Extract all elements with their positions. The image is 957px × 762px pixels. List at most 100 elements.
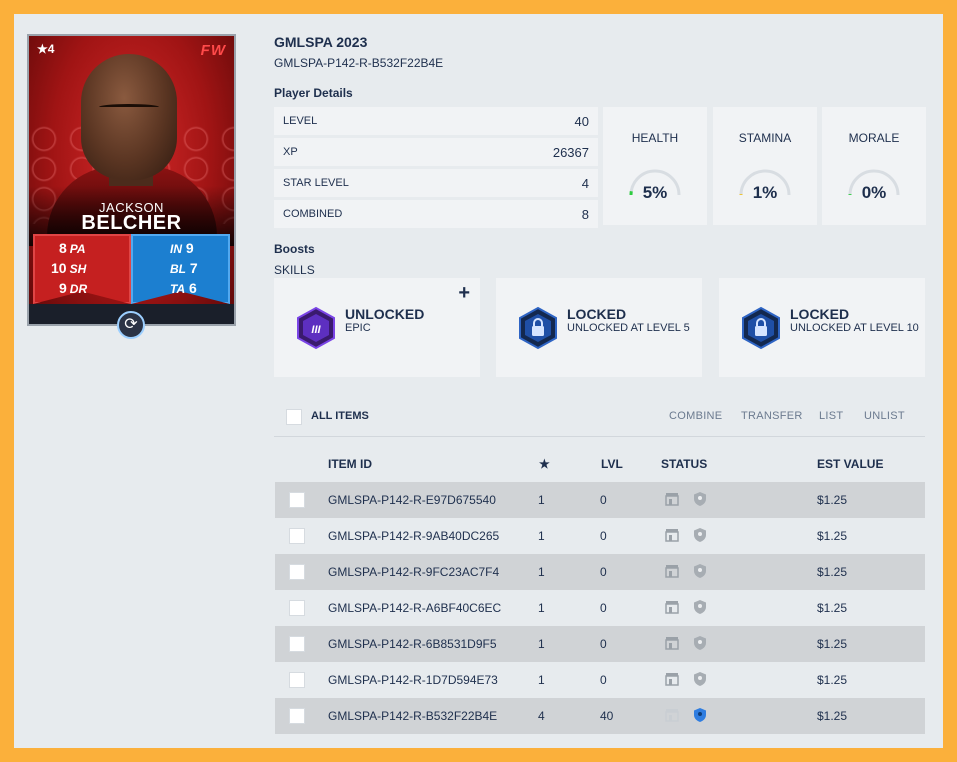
shield-icon xyxy=(694,708,706,722)
row-checkbox[interactable] xyxy=(289,636,305,652)
row-item-id[interactable]: GMLSPA-P142-R-A6BF40C6EC xyxy=(328,601,502,615)
list-button[interactable]: LIST xyxy=(819,410,844,422)
row-checkbox[interactable] xyxy=(289,600,305,616)
row-checkbox[interactable] xyxy=(289,492,305,508)
row-est-value: $1.25 xyxy=(817,637,848,651)
combine-button[interactable]: COMBINE xyxy=(669,410,723,422)
table-row[interactable]: GMLSPA-P142-R-9FC23AC7F4 1 0 $1.25 xyxy=(275,554,925,590)
stat-label: PA xyxy=(69,242,86,256)
row-checkbox[interactable] xyxy=(289,672,305,688)
gauge-value: 5% xyxy=(642,183,668,202)
gauge-arc xyxy=(848,169,900,196)
stat-value: 8 xyxy=(59,240,67,256)
storefront-icon xyxy=(665,709,679,722)
detail-key: COMBINED xyxy=(283,208,343,220)
table-row[interactable]: GMLSPA-P142-R-1D7D594E73 1 0 $1.25 xyxy=(275,662,925,698)
plus-icon[interactable]: + xyxy=(458,282,470,304)
row-lvl: 0 xyxy=(600,529,607,543)
skill-slot-1[interactable]: III UNLOCKED EPIC + xyxy=(274,278,480,377)
row-checkbox[interactable] xyxy=(289,528,305,544)
page-title: GMLSPA 2023 xyxy=(274,34,368,50)
refresh-icon[interactable]: ⟳ xyxy=(117,311,145,339)
row-est-value: $1.25 xyxy=(817,493,848,507)
row-star: 1 xyxy=(538,673,545,687)
storefront-icon xyxy=(665,637,679,650)
row-item-id[interactable]: GMLSPA-P142-R-B532F22B4E xyxy=(328,709,498,723)
divider xyxy=(274,436,925,437)
lock-icon xyxy=(519,306,557,350)
detail-value: 4 xyxy=(581,176,589,191)
skill-status: LOCKED xyxy=(790,306,850,322)
detail-row-xp: XP 26367 xyxy=(274,138,598,166)
row-item-id[interactable]: GMLSPA-P142-R-9FC23AC7F4 xyxy=(328,565,500,579)
detail-row-star-level: STAR LEVEL 4 xyxy=(274,169,598,197)
shield-icon xyxy=(694,528,706,542)
lock-icon xyxy=(742,306,780,350)
item-id-subtitle: GMLSPA-P142-R-B532F22B4E xyxy=(274,56,444,70)
card-star-level: ★4 xyxy=(37,42,55,56)
stat-value: 9 xyxy=(185,240,194,256)
stat-sh: 10 SH xyxy=(51,260,86,276)
svg-text:III: III xyxy=(311,324,321,336)
row-checkbox[interactable] xyxy=(289,708,305,724)
morale-gauge: MORALE 0% xyxy=(822,107,926,225)
skill-status: LOCKED xyxy=(567,306,627,322)
row-est-value: $1.25 xyxy=(817,601,848,615)
stat-ta: TA 6 xyxy=(167,280,197,296)
row-item-id[interactable]: GMLSPA-P142-R-9AB40DC265 xyxy=(328,529,500,543)
storefront-icon xyxy=(665,565,679,578)
detail-row-level: LEVEL 40 xyxy=(274,107,598,135)
stat-value: 9 xyxy=(59,280,67,296)
stat-label: SH xyxy=(69,262,87,276)
row-est-value: $1.25 xyxy=(817,709,848,723)
row-est-value: $1.25 xyxy=(817,673,848,687)
skill-slot-3: LOCKED UNLOCKED AT LEVEL 10 xyxy=(719,278,925,377)
shield-icon xyxy=(694,672,706,686)
row-lvl: 0 xyxy=(600,565,607,579)
gauge-value: 0% xyxy=(861,183,887,202)
stat-label: BL xyxy=(170,262,186,276)
column-header-lvl: LVL xyxy=(601,457,623,471)
skill-status: UNLOCKED xyxy=(345,306,425,322)
row-lvl: 0 xyxy=(600,601,607,615)
unlist-button[interactable]: UNLIST xyxy=(864,410,905,422)
row-item-id[interactable]: GMLSPA-P142-R-1D7D594E73 xyxy=(328,673,498,687)
column-header-item-id: ITEM ID xyxy=(328,457,372,471)
row-checkbox[interactable] xyxy=(289,564,305,580)
column-header-est-value: EST VALUE xyxy=(817,457,884,471)
player-first-name: JACKSON xyxy=(99,200,164,215)
table-row[interactable]: GMLSPA-P142-R-6B8531D9F5 1 0 $1.25 xyxy=(275,626,925,662)
column-header-status: STATUS xyxy=(661,457,708,471)
stat-label: TA xyxy=(170,282,186,296)
row-star: 1 xyxy=(538,601,545,615)
stat-bl: BL 7 xyxy=(167,260,198,276)
stat-pa: 8 PA xyxy=(59,240,86,256)
skill-slot-2: LOCKED UNLOCKED AT LEVEL 5 xyxy=(496,278,702,377)
skill-detail: UNLOCKED AT LEVEL 10 xyxy=(790,322,919,334)
gauge-label: STAMINA xyxy=(738,131,792,145)
detail-value: 26367 xyxy=(552,145,589,160)
player-card[interactable]: ★4 FW JACKSON BELCHER 8 PA 10 SH 9 DR IN 9 … xyxy=(27,34,236,326)
select-all-label: ALL ITEMS xyxy=(311,410,369,422)
player-brow xyxy=(99,104,159,110)
row-lvl: 0 xyxy=(600,493,607,507)
gauge-label: MORALE xyxy=(848,131,900,145)
transfer-button[interactable]: TRANSFER xyxy=(741,410,803,422)
row-est-value: $1.25 xyxy=(817,565,848,579)
player-portrait xyxy=(81,54,177,180)
column-header-star: ★ xyxy=(539,457,550,471)
skill-detail: UNLOCKED AT LEVEL 5 xyxy=(567,322,690,334)
card-position: FW xyxy=(200,42,226,59)
gauge-value: 1% xyxy=(752,183,778,202)
table-row[interactable]: GMLSPA-P142-R-A6BF40C6EC 1 0 $1.25 xyxy=(275,590,925,626)
row-lvl: 0 xyxy=(600,673,607,687)
row-lvl: 0 xyxy=(600,637,607,651)
row-star: 4 xyxy=(538,709,545,723)
table-row[interactable]: GMLSPA-P142-R-9AB40DC265 1 0 $1.25 xyxy=(275,518,925,554)
table-row[interactable]: GMLSPA-P142-R-E97D675540 1 0 $1.25 xyxy=(275,482,925,518)
row-item-id[interactable]: GMLSPA-P142-R-E97D675540 xyxy=(328,493,496,507)
shield-icon xyxy=(694,600,706,614)
row-item-id[interactable]: GMLSPA-P142-R-6B8531D9F5 xyxy=(328,637,497,651)
table-row[interactable]: GMLSPA-P142-R-B532F22B4E 4 40 $1.25 xyxy=(275,698,925,734)
select-all-checkbox[interactable] xyxy=(286,409,302,425)
